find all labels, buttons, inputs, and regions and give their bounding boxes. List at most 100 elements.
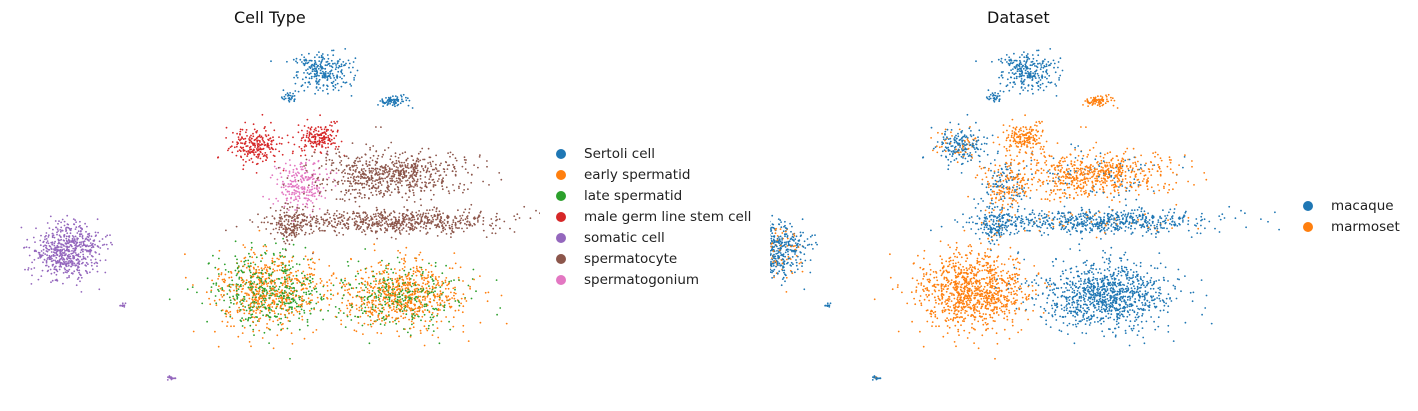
cell-point [359,227,362,230]
cell-point [435,226,438,229]
cell-point [327,72,329,75]
cell-point [438,284,440,287]
cell-point [318,139,321,142]
cell-point [452,163,454,166]
cell-point [375,150,378,153]
cell-point [258,276,260,279]
cell-point [55,226,58,229]
cell-point [77,276,80,279]
cell-point [361,197,363,199]
cell-point [442,229,445,232]
cell-point [459,266,462,269]
cell-point [428,222,430,224]
cell-point [286,293,289,296]
cell-point [351,218,354,221]
cell-point [336,181,339,184]
cell-point [265,299,268,301]
cell-point [425,303,428,306]
cell-point [292,275,295,277]
cell-point [347,227,350,230]
cell-point [420,189,422,192]
cell-point [104,271,107,274]
cell-point [397,167,399,169]
cell-point [255,269,258,271]
cell-point [301,137,303,140]
cell-point [378,173,380,176]
cell-point [259,312,261,314]
cell-point [251,287,254,290]
cell-point [414,184,417,187]
cell-point [452,184,454,186]
cell-point [427,212,430,215]
cell-point [338,307,341,310]
cell-point [360,300,363,303]
cell-point [417,158,420,161]
cell-point [291,216,294,219]
cell-point [303,282,305,285]
cell-point [367,314,369,317]
cell-point [287,95,289,97]
cell-point [289,228,291,230]
cell-point [252,132,254,135]
cell-point [304,205,307,208]
cell-point [40,234,42,237]
cell-point [461,227,463,230]
cell-point [311,274,314,276]
cell-point [297,200,300,202]
cell-point [353,189,356,191]
cell-point [402,312,405,315]
cell-point [312,163,315,166]
cell-point [294,225,297,228]
cell-point [457,220,459,223]
cell-point [395,183,397,186]
cell-point [313,169,315,172]
cell-point [346,219,349,222]
cell-point [406,165,409,167]
cell-point [278,216,281,219]
cell-point [397,160,400,163]
cell-point [389,278,392,280]
cell-point [429,276,432,278]
cell-point [440,217,443,220]
cell-point [93,240,95,242]
cell-point [325,130,328,133]
cell-point [234,240,237,243]
cell-point [377,154,380,157]
cell-point [315,187,318,190]
cell-point [51,241,54,244]
cell-point [249,284,251,286]
cell-point [309,220,312,223]
cell-point [258,318,260,320]
cell-point [458,227,460,229]
cell-point [243,260,246,263]
cell-point [415,259,418,262]
cell-point [64,254,66,257]
cell-point [322,178,325,180]
cell-point [224,312,227,315]
cell-point [381,219,384,222]
cell-point [401,289,404,291]
cell-point [417,315,419,318]
cell-point [455,217,458,220]
cell-point [315,198,318,201]
cell-point [80,291,83,293]
cell-point [256,139,258,142]
cell-point [343,294,345,296]
cell-point [369,282,372,285]
cell-point [258,269,260,271]
cell-point [343,180,346,182]
cell-point [339,161,341,164]
cell-point [353,175,355,178]
cell-point [393,216,395,218]
cell-point [297,171,299,174]
cell-point [467,340,470,342]
cell-point [393,173,396,176]
cell-point [61,254,64,257]
cell-point [290,229,293,232]
cell-point [444,228,447,231]
cell-point [258,286,261,289]
cell-point [370,229,373,232]
cell-point [230,276,233,279]
cell-point [444,279,447,282]
cell-point [314,133,316,136]
